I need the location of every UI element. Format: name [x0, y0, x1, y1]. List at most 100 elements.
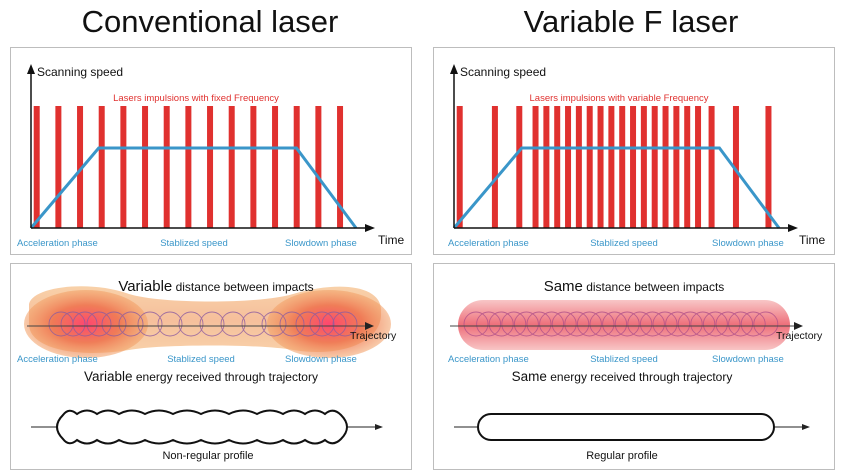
x-axis-label: Time: [378, 233, 405, 247]
y-axis-label: Scanning speed: [460, 65, 546, 79]
impact-circle: [526, 311, 552, 337]
left-trajectory-panel: Variable distance between impacts Trajec…: [10, 263, 412, 470]
profile-caption: Non-regular profile: [162, 450, 253, 462]
profile-caption: Regular profile: [586, 450, 658, 462]
laser-pulse-bar: [630, 106, 637, 228]
phase-label-stable: Stablized speed: [167, 354, 235, 365]
laser-pulse-bar: [732, 106, 739, 228]
laser-pulse-bar: [33, 106, 40, 228]
speed-profile-line: [452, 146, 781, 229]
laser-pulse-bar: [272, 106, 279, 228]
left-title: Conventional laser: [81, 4, 339, 39]
right-chart-panel: Scanning speed Lasers impulsions with va…: [433, 47, 835, 255]
laser-pulse-bar: [673, 106, 680, 228]
pulse-caption: Lasers impulsions with fixed Frequency: [113, 93, 279, 104]
impact-circle: [513, 311, 539, 337]
x-axis-arrow-icon: [365, 224, 375, 232]
laser-pulse-bar: [651, 106, 658, 228]
impact-circle: [539, 311, 565, 337]
right-trajectory-panel: Same distance between impacts Trajectory…: [433, 263, 835, 470]
x-axis-arrow-icon: [788, 224, 798, 232]
impact-circle: [753, 311, 779, 337]
laser-pulse-bar: [142, 106, 149, 228]
phase-label-stable: Stablized speed: [590, 354, 658, 365]
right-speed-chart: Scanning speed Lasers impulsions with va…: [448, 64, 826, 249]
trajectory-arrow-icon: [365, 322, 374, 330]
pulse-group: [33, 106, 344, 228]
speed-profile-line: [29, 146, 358, 229]
laser-pulse-bar: [337, 106, 344, 228]
laser-pulse-bar: [532, 106, 539, 228]
energy-headline: Variable energy received through traject…: [84, 369, 318, 384]
phase-label-acceleration: Acceleration phase: [448, 354, 529, 365]
laser-pulse-bar: [565, 106, 572, 228]
laser-pulse-bar: [608, 106, 615, 228]
laser-pulse-bar: [98, 106, 105, 228]
impact-circle: [665, 311, 691, 337]
laser-pulse-bar: [185, 106, 192, 228]
phase-label-slowdown: Slowdown phase: [712, 238, 784, 249]
laser-pulse-bar: [456, 106, 463, 228]
laser-pulse-bar: [491, 106, 498, 228]
impact-circle: [576, 311, 602, 337]
pulse-caption: Lasers impulsions with variable Frequenc…: [530, 93, 709, 104]
laser-pulse-bar: [708, 106, 715, 228]
pulse-group: [456, 106, 772, 228]
distance-headline: Same distance between impacts: [544, 278, 725, 295]
impact-circle: [715, 311, 741, 337]
impact-circle: [589, 311, 615, 337]
laser-pulse-bar: [619, 106, 626, 228]
phase-label-slowdown: Slowdown phase: [712, 354, 784, 365]
left-speed-chart: Scanning speed Lasers impulsions with fi…: [17, 64, 405, 249]
phase-label-stable: Stablized speed: [160, 238, 228, 249]
trajectory-label: Trajectory: [776, 330, 823, 342]
x-axis-label: Time: [799, 233, 826, 247]
impact-circles: [48, 311, 358, 337]
impact-circle: [639, 311, 665, 337]
laser-pulse-bar: [120, 106, 127, 228]
impact-circle: [476, 311, 502, 337]
impact-circle: [627, 311, 653, 337]
laser-pulse-bar: [575, 106, 582, 228]
impact-circle: [652, 311, 678, 337]
laser-pulse-bar: [662, 106, 669, 228]
non-regular-profile-shape: [56, 409, 348, 445]
impact-circles: [463, 311, 779, 337]
laser-pulse-bar: [543, 106, 550, 228]
left-chart-panel: Scanning speed Lasers impulsions with fi…: [10, 47, 412, 255]
y-axis-arrow-icon: [27, 64, 35, 74]
laser-pulse-bar: [228, 106, 235, 228]
phase-label-acceleration: Acceleration phase: [448, 238, 529, 249]
impact-circle: [602, 311, 628, 337]
impact-circle: [677, 311, 703, 337]
impact-circle: [551, 311, 577, 337]
impact-circle: [488, 311, 514, 337]
energy-headline: Same energy received through trajectory: [512, 369, 733, 384]
impact-circle: [564, 311, 590, 337]
right-title: Variable F laser: [523, 4, 739, 39]
profile-arrow-icon: [375, 424, 383, 430]
left-trajectory-diagram: Variable distance between impacts Trajec…: [17, 278, 397, 462]
laser-pulse-bar: [207, 106, 214, 228]
laser-pulse-bar: [640, 106, 647, 228]
impact-circle: [501, 311, 527, 337]
laser-pulse-bar: [597, 106, 604, 228]
trajectory-label: Trajectory: [350, 330, 397, 342]
impact-circle: [740, 311, 766, 337]
laser-pulse-bar: [554, 106, 561, 228]
y-axis-arrow-icon: [450, 64, 458, 74]
phase-label-acceleration: Acceleration phase: [17, 354, 98, 365]
laser-pulse-bar: [293, 106, 300, 228]
phase-label-slowdown: Slowdown phase: [285, 354, 357, 365]
distance-headline: Variable distance between impacts: [118, 278, 313, 295]
laser-pulse-bar: [315, 106, 322, 228]
impact-circle: [728, 311, 754, 337]
energy-glow: [24, 286, 391, 358]
profile-arrow-icon: [802, 424, 810, 430]
y-axis-label: Scanning speed: [37, 65, 123, 79]
laser-pulse-bar: [250, 106, 257, 228]
laser-pulse-bar: [586, 106, 593, 228]
phase-label-slowdown: Slowdown phase: [285, 238, 357, 249]
laser-pulse-bar: [765, 106, 772, 228]
right-trajectory-diagram: Same distance between impacts Trajectory…: [448, 278, 823, 462]
